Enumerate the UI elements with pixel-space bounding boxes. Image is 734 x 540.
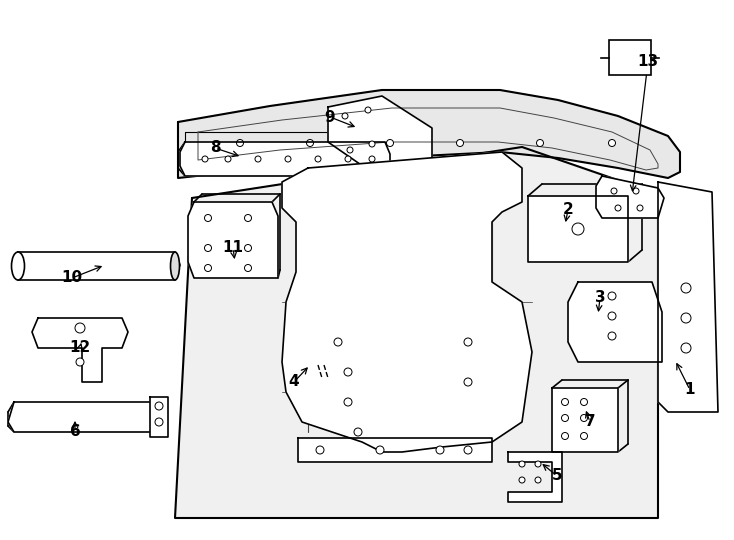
Polygon shape (150, 397, 168, 437)
Polygon shape (528, 196, 628, 262)
Circle shape (457, 139, 463, 146)
Circle shape (537, 139, 543, 146)
Polygon shape (508, 452, 562, 502)
Circle shape (244, 265, 252, 272)
Circle shape (365, 107, 371, 113)
Circle shape (535, 477, 541, 483)
Polygon shape (282, 152, 532, 452)
Circle shape (376, 446, 384, 454)
Ellipse shape (12, 252, 24, 280)
Text: 9: 9 (324, 110, 335, 125)
Circle shape (615, 205, 621, 211)
Circle shape (369, 141, 375, 147)
Text: 4: 4 (288, 375, 299, 389)
Circle shape (562, 399, 569, 406)
Polygon shape (596, 176, 664, 218)
Polygon shape (32, 318, 128, 382)
Circle shape (464, 446, 472, 454)
Circle shape (342, 113, 348, 119)
Circle shape (562, 433, 569, 440)
Circle shape (581, 399, 587, 406)
Circle shape (572, 223, 584, 235)
Text: 11: 11 (222, 240, 244, 255)
Circle shape (681, 343, 691, 353)
Circle shape (608, 332, 616, 340)
Circle shape (464, 378, 472, 386)
Circle shape (369, 156, 375, 162)
Circle shape (155, 418, 163, 426)
Circle shape (562, 415, 569, 422)
Circle shape (345, 156, 351, 162)
Circle shape (315, 156, 321, 162)
Text: 13: 13 (637, 55, 658, 70)
Circle shape (387, 139, 393, 146)
Polygon shape (175, 147, 658, 518)
Text: 5: 5 (552, 469, 562, 483)
Polygon shape (328, 96, 432, 178)
Polygon shape (298, 438, 492, 462)
Circle shape (285, 156, 291, 162)
Circle shape (519, 477, 525, 483)
Circle shape (611, 188, 617, 194)
Circle shape (155, 402, 163, 410)
Polygon shape (18, 252, 180, 280)
Circle shape (608, 312, 616, 320)
Circle shape (244, 245, 252, 252)
Text: 2: 2 (563, 202, 573, 218)
Polygon shape (8, 402, 158, 432)
Circle shape (608, 139, 616, 146)
Polygon shape (552, 388, 618, 452)
Circle shape (244, 214, 252, 221)
Ellipse shape (170, 252, 180, 280)
Circle shape (307, 139, 313, 146)
Circle shape (581, 415, 587, 422)
Circle shape (637, 205, 643, 211)
Circle shape (205, 214, 211, 221)
Circle shape (347, 147, 353, 153)
Circle shape (436, 446, 444, 454)
Text: 3: 3 (595, 291, 606, 306)
Circle shape (535, 461, 541, 467)
Circle shape (344, 368, 352, 376)
Circle shape (316, 446, 324, 454)
Circle shape (202, 156, 208, 162)
Text: 6: 6 (70, 424, 81, 440)
Circle shape (76, 358, 84, 366)
Text: 12: 12 (70, 341, 90, 355)
Circle shape (464, 338, 472, 346)
Circle shape (205, 265, 211, 272)
Circle shape (344, 398, 352, 406)
Text: 8: 8 (210, 140, 220, 156)
Text: 7: 7 (585, 415, 595, 429)
Circle shape (236, 139, 244, 146)
Text: 1: 1 (685, 382, 695, 397)
Polygon shape (658, 182, 718, 412)
Text: 10: 10 (62, 271, 82, 286)
Circle shape (633, 188, 639, 194)
Circle shape (225, 156, 231, 162)
Circle shape (354, 428, 362, 436)
Circle shape (681, 283, 691, 293)
Circle shape (205, 245, 211, 252)
Circle shape (255, 156, 261, 162)
Circle shape (75, 323, 85, 333)
Circle shape (581, 433, 587, 440)
FancyBboxPatch shape (609, 40, 651, 75)
Circle shape (334, 338, 342, 346)
Circle shape (608, 292, 616, 300)
Circle shape (519, 461, 525, 467)
Polygon shape (188, 202, 278, 278)
Circle shape (681, 313, 691, 323)
Polygon shape (568, 282, 662, 362)
Polygon shape (180, 142, 390, 176)
Polygon shape (178, 90, 680, 178)
